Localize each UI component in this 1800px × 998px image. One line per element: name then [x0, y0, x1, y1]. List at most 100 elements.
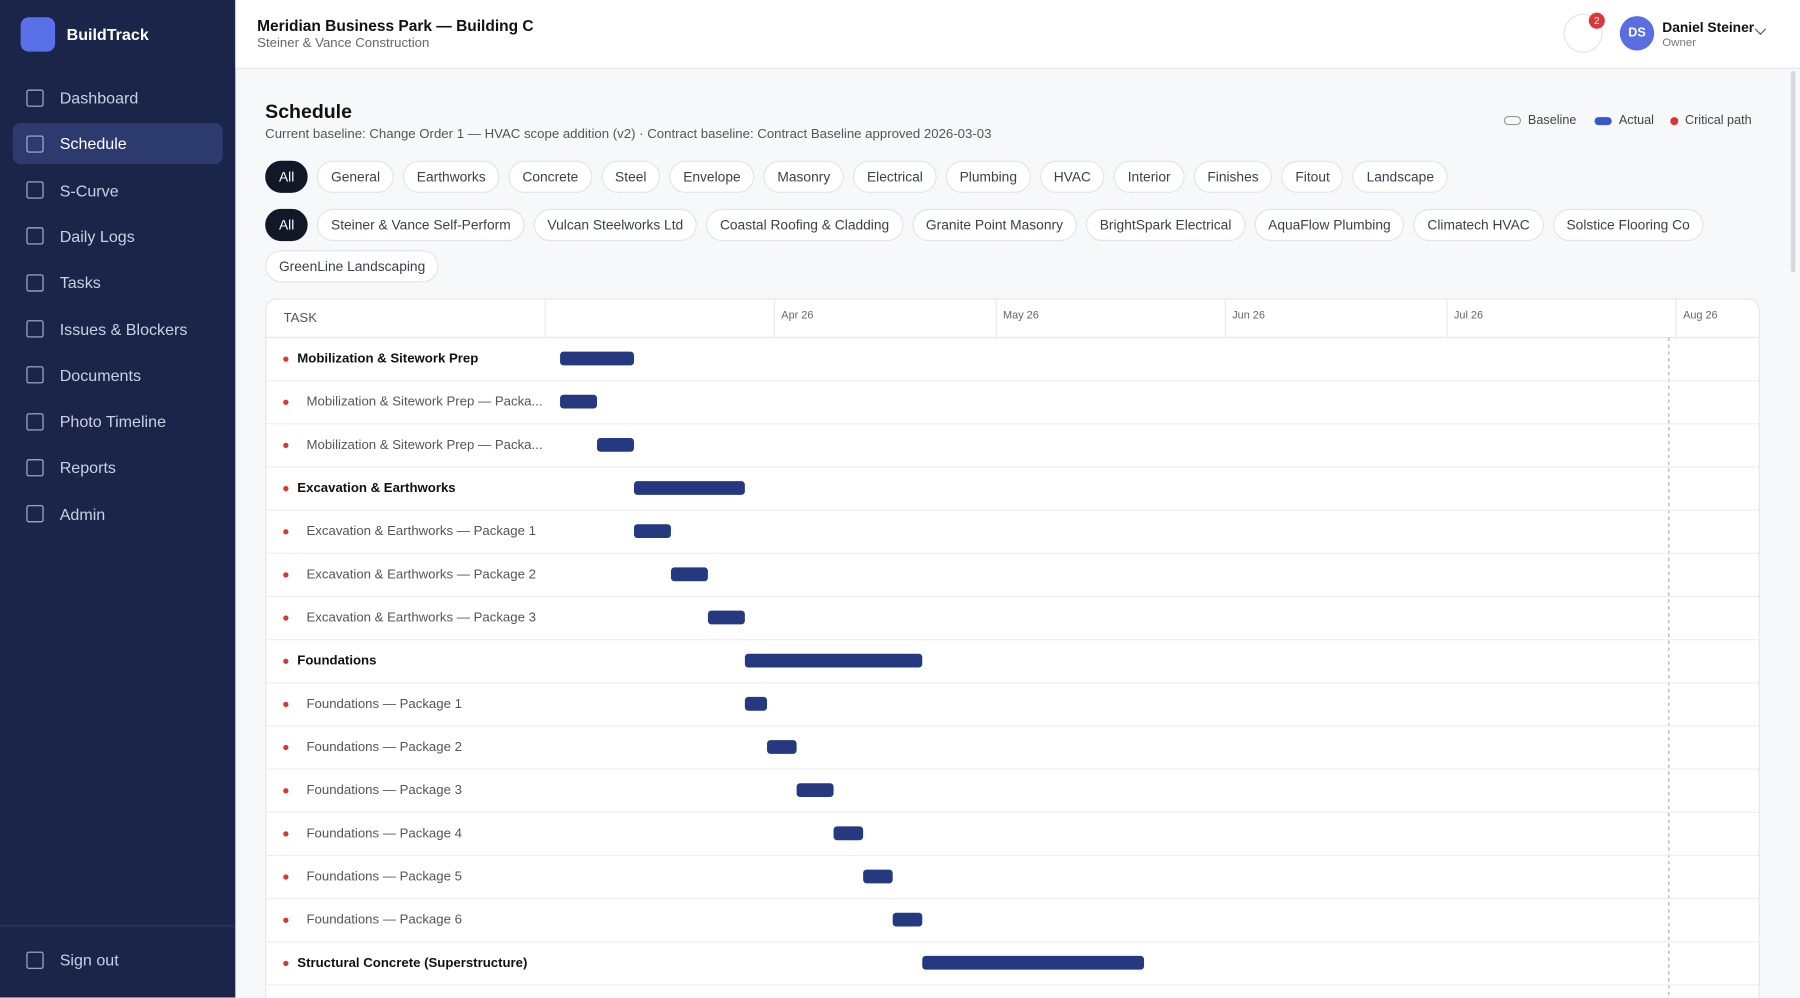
filter-pill[interactable]: General — [317, 160, 394, 193]
nav-label: S-Curve — [59, 180, 119, 200]
avatar[interactable]: DS — [1619, 16, 1655, 51]
task-name: Excavation & Earthworks — Package 2 — [307, 566, 536, 581]
filter-pill[interactable]: Masonry — [763, 160, 844, 193]
nav-label: Reports — [59, 458, 116, 477]
filter-pill[interactable]: Finishes — [1193, 160, 1273, 193]
filter-pill[interactable]: Solstice Flooring Co — [1552, 208, 1704, 242]
task-bar — [744, 696, 768, 711]
nav-item[interactable]: Daily Logs — [13, 216, 223, 257]
icon — [26, 951, 44, 969]
task-name: Excavation & Earthworks — [297, 480, 455, 495]
filter-pill[interactable]: Steel — [601, 160, 661, 193]
task-name: Mobilization & Sitework Prep — Packa... — [307, 394, 543, 409]
filter-pill[interactable]: Plumbing — [945, 160, 1031, 193]
project-name: Meridian Business Park — Building C — [257, 17, 534, 35]
filter-pill[interactable]: HVAC — [1039, 160, 1105, 193]
trade-filters: All General Earthworks Concrete Steel Envelop… — [265, 160, 1757, 202]
nav-item[interactable]: Photo Timeline — [13, 401, 223, 442]
icon — [26, 88, 44, 107]
badge: 2 — [1588, 12, 1605, 29]
filter-pill[interactable]: BrightSpark Electrical — [1085, 208, 1246, 242]
critical-dot — [283, 960, 289, 967]
legend-item: Critical path — [1684, 113, 1752, 128]
filter-pill[interactable]: Interior — [1113, 160, 1185, 193]
filter-pill[interactable]: Granite Point Masonry — [912, 208, 1077, 242]
nav-item[interactable]: Issues & Blockers — [13, 308, 223, 349]
nav-item[interactable]: Reports — [13, 447, 223, 488]
x-tick-label: Jun 26 — [1232, 310, 1265, 322]
gantt: TASK Apr 26 May 26 Jun 26 Jul 26 Aug 26 Mobili… — [266, 299, 1759, 998]
nav-label: Issues & Blockers — [59, 319, 188, 339]
task-bar — [922, 955, 1145, 970]
filter-pill[interactable]: All — [265, 160, 309, 193]
filter-pill[interactable]: AquaFlow Plumbing — [1254, 208, 1405, 242]
filter-pill[interactable]: Steiner & Vance Self-Perform — [317, 208, 525, 242]
task-bar — [597, 437, 634, 452]
nav-item[interactable]: Schedule — [12, 123, 223, 165]
nav-item[interactable]: S-Curve — [13, 169, 223, 210]
critical-dot — [283, 701, 289, 708]
brand: BuildTrack — [20, 17, 149, 52]
critical-dot — [283, 788, 289, 794]
nav-item[interactable]: Admin — [13, 493, 223, 534]
task-bar — [863, 869, 893, 884]
task-bar — [796, 783, 834, 798]
column-header: TASK — [284, 310, 318, 325]
task-name: Foundations — [297, 653, 376, 668]
notifications[interactable] — [1563, 13, 1603, 53]
x-tick-label: Apr 26 — [781, 310, 813, 322]
critical-dot — [283, 917, 289, 923]
nav-label: Schedule — [59, 134, 127, 154]
icon — [26, 459, 44, 477]
task-bar — [892, 912, 923, 927]
task-name: Foundations — Package 4 — [307, 825, 462, 840]
nav-label: Dashboard — [59, 88, 139, 107]
critical-dot — [283, 744, 289, 751]
x-tick-label: Aug 26 — [1683, 310, 1718, 322]
task-bar — [707, 610, 745, 625]
filter-pill[interactable]: Fitout — [1281, 160, 1344, 193]
task-bar — [744, 653, 923, 668]
task-name: Structural Concrete (Superstructure) — [297, 955, 527, 970]
nav-item[interactable]: Dashboard — [13, 77, 223, 118]
nav-item[interactable]: Documents — [13, 354, 223, 395]
nav-label: Documents — [59, 365, 141, 385]
critical-dot — [283, 831, 289, 837]
scrollbar — [1790, 71, 1796, 273]
company-filters: All Steiner & Vance Self-Perform Vulcan St… — [265, 208, 1757, 292]
task-name: Mobilization & Sitework Prep — Packa... — [307, 437, 543, 452]
brand-name: BuildTrack — [66, 25, 149, 44]
critical-dot — [283, 658, 289, 664]
nav-label: Tasks — [59, 273, 101, 292]
sign-out[interactable]: Sign out — [13, 939, 223, 980]
top-bar: Meridian Business Park — Building C Stei… — [235, 0, 1800, 69]
company-name: Steiner & Vance Construction — [257, 36, 430, 51]
legend-swatch — [1670, 116, 1679, 125]
filter-pill[interactable]: Coastal Roofing & Cladding — [706, 208, 903, 242]
chevron[interactable] — [1754, 23, 1767, 35]
filter-pill[interactable]: All — [265, 208, 309, 242]
filter-pill[interactable]: Landscape — [1352, 160, 1448, 193]
legend-item: Baseline — [1527, 113, 1577, 128]
filter-pill[interactable]: Earthworks — [402, 160, 500, 193]
filter-pill[interactable]: Envelope — [669, 160, 755, 193]
nav-item[interactable]: Tasks — [13, 262, 223, 303]
filter-pill[interactable]: Electrical — [853, 160, 937, 193]
task-name: Foundations — Package 5 — [307, 869, 462, 884]
filter-pill[interactable]: GreenLine Landscaping — [265, 250, 440, 283]
subtitle: Current baseline: Change Order 1 — HVAC … — [265, 127, 992, 142]
legend-item: Actual — [1618, 113, 1654, 128]
filter-pill[interactable]: Concrete — [508, 160, 593, 193]
task-bar — [560, 394, 598, 409]
page-title: Schedule — [265, 101, 352, 123]
icon — [26, 135, 44, 153]
x-tick-label: Jul 26 — [1454, 310, 1483, 322]
critical-dot — [283, 485, 289, 492]
task-name: Foundations — Package 1 — [307, 696, 462, 711]
filter-pill[interactable]: Vulcan Steelworks Ltd — [533, 208, 697, 242]
filter-pill[interactable]: Climatech HVAC — [1413, 208, 1544, 242]
task-name: Foundations — Package 2 — [307, 739, 462, 754]
critical-dot — [283, 615, 289, 621]
